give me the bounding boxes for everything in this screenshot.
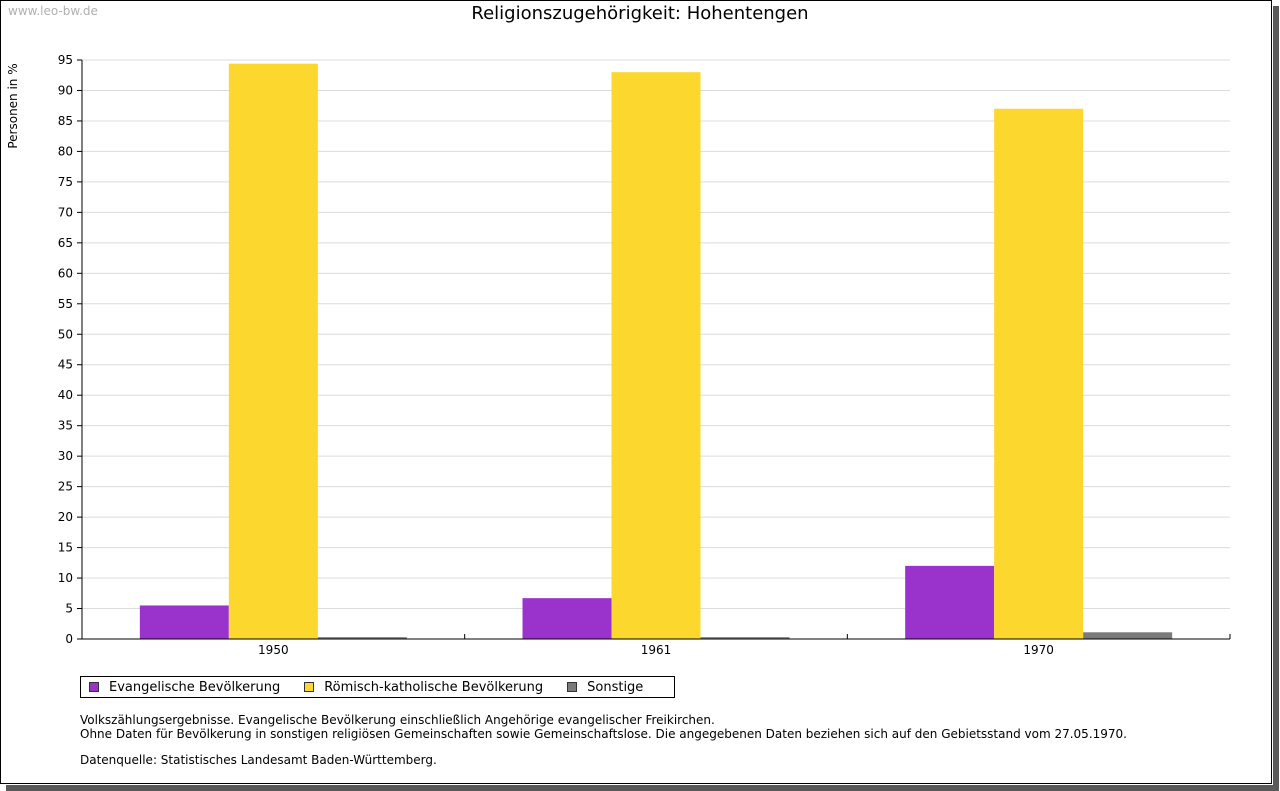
y-tick-label: 80 xyxy=(58,144,73,158)
y-tick-label: 95 xyxy=(58,53,73,67)
y-tick-label: 70 xyxy=(58,205,73,219)
note-line-1: Volkszählungsergebnisse. Evangelische Be… xyxy=(80,713,715,727)
y-tick-label: 60 xyxy=(58,266,73,280)
bar-1961-Römisch-katholische Bevölkerung xyxy=(611,72,701,640)
y-tick-labels: 0 5 10 15 20 25 30 35 40 45 50 55 60 65 70 75 80 85 90 95 xyxy=(58,53,73,646)
axes xyxy=(77,59,1231,640)
bar-1961-Sonstige xyxy=(700,637,790,639)
bar-1950-Evangelische Bevölkerung xyxy=(139,605,229,639)
legend-label: Römisch-katholische Bevölkerung xyxy=(324,679,544,695)
y-tick-label: 35 xyxy=(58,419,73,433)
bar-1961-Evangelische Bevölkerung xyxy=(522,598,612,639)
y-tick-label: 20 xyxy=(58,510,73,524)
bar-1970-Evangelische Bevölkerung xyxy=(905,565,995,639)
legend-item: Sonstige xyxy=(567,680,643,695)
y-tick-label: 30 xyxy=(58,449,73,463)
note-line-2: Ohne Daten für Bevölkerung in sonstigen … xyxy=(80,727,1127,741)
y-tick-label: 65 xyxy=(58,236,73,250)
y-tick-label: 90 xyxy=(58,83,73,97)
legend-swatch xyxy=(567,682,578,692)
chart-title: Religionszugehörigkeit: Hohentengen xyxy=(471,3,809,24)
bar-1970-Sonstige xyxy=(1083,632,1173,639)
notes: Volkszählungsergebnisse. Evangelische Be… xyxy=(80,713,1127,767)
bar-1950-Römisch-katholische Bevölkerung xyxy=(228,63,318,639)
y-tick-label: 85 xyxy=(58,114,73,128)
x-tick-label: 1950 xyxy=(258,643,289,657)
legend: Evangelische Bevölkerung Römisch-katholis… xyxy=(80,676,675,698)
y-tick-label: 55 xyxy=(58,297,73,311)
y-tick-label: 15 xyxy=(58,541,73,555)
legend-swatch xyxy=(304,682,315,692)
y-tick-label: 5 xyxy=(65,602,73,616)
watermark: www.leo-bw.de xyxy=(8,4,98,18)
y-tick-label: 0 xyxy=(65,632,73,646)
x-tick-label: 1970 xyxy=(1023,643,1054,657)
legend-label: Sonstige xyxy=(587,679,644,695)
data-source: Datenquelle: Statistisches Landesamt Bad… xyxy=(80,753,437,767)
bar-1950-Sonstige xyxy=(317,637,407,639)
legend-item: Römisch-katholische Bevölkerung xyxy=(304,680,543,695)
y-tick-label: 50 xyxy=(58,327,73,341)
y-tick-label: 10 xyxy=(58,571,73,585)
x-tick-label: 1961 xyxy=(641,643,672,657)
y-tick-label: 45 xyxy=(58,358,73,372)
bars xyxy=(139,63,1173,640)
y-tick-label: 75 xyxy=(58,175,73,189)
bar-1970-Römisch-katholische Bevölkerung xyxy=(994,108,1084,640)
y-tick-label: 40 xyxy=(58,388,73,402)
y-tick-label: 25 xyxy=(58,480,73,494)
x-tick-labels: 1950 1961 1970 xyxy=(258,643,1054,657)
legend-item: Evangelische Bevölkerung xyxy=(89,680,280,695)
legend-label: Evangelische Bevölkerung xyxy=(109,679,281,695)
legend-swatch xyxy=(89,682,99,692)
